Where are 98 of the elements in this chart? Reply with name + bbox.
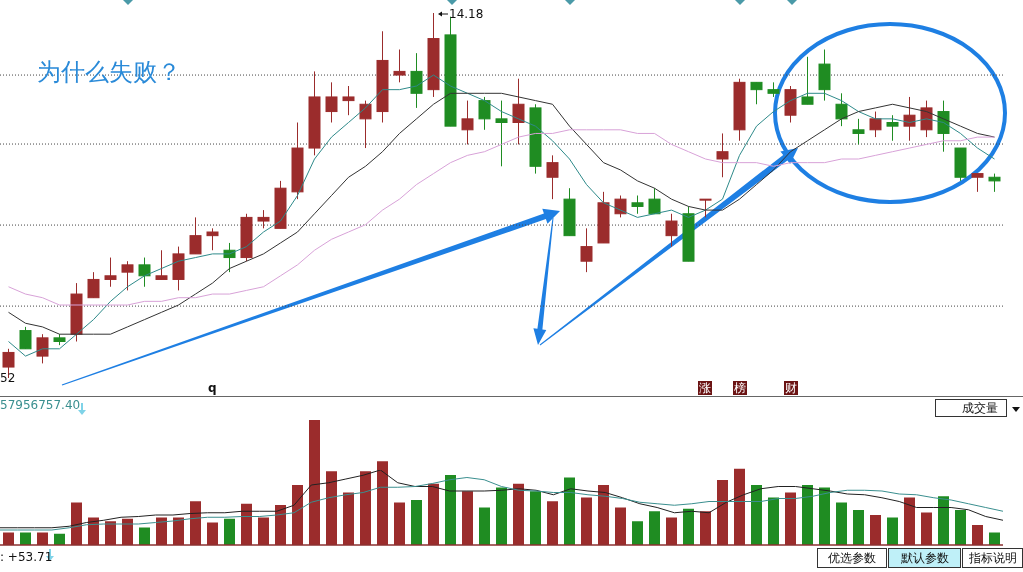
candlestick	[665, 213, 678, 248]
candlestick	[478, 96, 491, 131]
candlestick	[988, 173, 1001, 193]
bar	[904, 497, 915, 545]
bar	[258, 517, 269, 545]
bar	[428, 483, 439, 545]
candlestick	[852, 118, 865, 145]
bar	[241, 503, 252, 545]
candlestick	[155, 249, 168, 280]
bar	[309, 420, 320, 545]
bar	[768, 497, 779, 545]
candlestick	[631, 195, 644, 215]
text: 涨	[698, 381, 712, 395]
bar	[496, 487, 507, 545]
candlestick	[393, 49, 406, 83]
bar	[853, 510, 864, 545]
annotation: 14.18	[449, 7, 484, 21]
bar	[700, 511, 711, 545]
bar	[972, 525, 983, 545]
bar	[445, 475, 456, 545]
bar	[683, 508, 694, 545]
bar	[564, 477, 575, 545]
bar	[921, 512, 932, 545]
bar	[139, 527, 150, 545]
bar	[394, 502, 405, 545]
bar	[292, 485, 303, 545]
bar	[870, 515, 881, 545]
bar	[156, 517, 167, 545]
candlestick	[359, 100, 372, 149]
bar	[411, 500, 422, 545]
candlestick	[461, 100, 474, 145]
text: 为什么失败？	[37, 57, 181, 88]
candlestick	[546, 154, 559, 200]
bar	[649, 511, 660, 545]
bar	[666, 517, 677, 545]
bar	[377, 461, 388, 545]
candlestick	[36, 333, 49, 364]
candlestick	[750, 81, 763, 105]
text: 成交量	[935, 399, 1007, 417]
bar	[717, 480, 728, 545]
bar	[802, 485, 813, 545]
bar	[530, 491, 541, 545]
bar	[462, 491, 473, 545]
text: 财	[784, 381, 798, 395]
candlestick	[138, 257, 151, 288]
candlestick	[19, 326, 32, 350]
bar	[632, 521, 643, 545]
candlestick	[206, 227, 219, 251]
bar	[326, 471, 337, 545]
candlestick	[801, 56, 814, 105]
candlestick	[87, 271, 100, 299]
text: 优选参数	[817, 548, 887, 568]
bar	[615, 507, 626, 545]
bar	[224, 518, 235, 545]
bar	[513, 483, 524, 545]
candlestick	[257, 209, 270, 229]
candlestick	[121, 260, 134, 291]
bar	[938, 496, 949, 545]
text: q	[208, 381, 217, 395]
bar	[207, 522, 218, 545]
candlestick	[886, 114, 899, 142]
bar	[819, 487, 830, 545]
bar	[785, 492, 796, 545]
bar	[547, 501, 558, 545]
bar	[887, 517, 898, 545]
candlestick	[971, 173, 984, 193]
bar	[343, 492, 354, 545]
text: 指标说明	[962, 548, 1023, 568]
candlestick	[325, 81, 338, 123]
bar	[190, 501, 201, 545]
candlestick	[869, 111, 882, 138]
text: 榜	[733, 381, 747, 395]
bar	[734, 468, 745, 545]
bar	[836, 502, 847, 545]
candlestick	[189, 216, 202, 255]
candlestick	[835, 92, 848, 127]
bar	[71, 502, 82, 545]
candlestick	[716, 132, 729, 178]
candlestick	[512, 78, 525, 145]
bar	[581, 497, 592, 545]
bar	[955, 510, 966, 545]
text: 默认参数	[888, 548, 961, 568]
bar	[598, 485, 609, 545]
text: 57956757.40	[0, 398, 81, 412]
bar	[479, 507, 490, 545]
bar	[360, 471, 371, 545]
candlestick	[580, 227, 593, 273]
candlestick	[648, 187, 661, 215]
candlestick	[699, 198, 712, 218]
candlestick	[903, 96, 916, 142]
bar	[275, 505, 286, 545]
text: : +53.71	[0, 550, 53, 564]
candlestick	[342, 85, 355, 116]
bar	[751, 485, 762, 545]
candlestick	[495, 100, 508, 167]
candlestick	[104, 257, 117, 288]
candlestick	[410, 52, 423, 109]
annotation: 52	[0, 371, 16, 385]
